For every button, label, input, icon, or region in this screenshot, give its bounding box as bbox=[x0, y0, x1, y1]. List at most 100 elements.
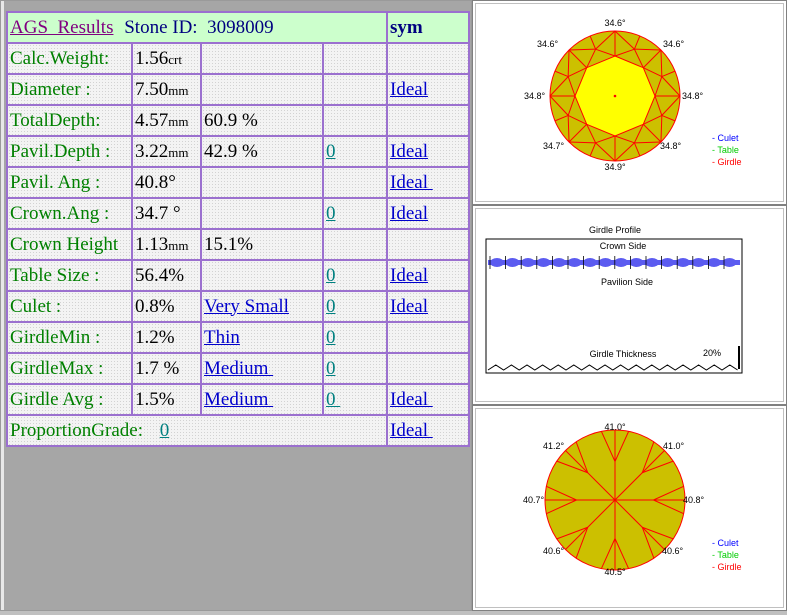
row-grade-link[interactable]: 0 bbox=[326, 326, 336, 348]
row-label-cell: Diameter : bbox=[6, 73, 133, 106]
row-label: Girdle Avg : bbox=[10, 388, 104, 410]
pavilion-lower-girdle-facet-edge bbox=[546, 485, 577, 501]
crown-star-facet-edge bbox=[633, 48, 644, 68]
row-grade-link[interactable]: 0 bbox=[326, 140, 336, 162]
proportion-grade-link[interactable]: 0 bbox=[159, 419, 170, 441]
row-value-cell: 4.57mm bbox=[131, 104, 202, 137]
row-value-cell: 1.5% bbox=[131, 383, 202, 416]
crown-star-facet-edge bbox=[586, 124, 597, 144]
girdle-bulge bbox=[722, 258, 737, 267]
sym-label: sym bbox=[390, 16, 423, 38]
row-rating-link[interactable]: Ideal bbox=[390, 140, 428, 162]
row-value-cell: 0.8% bbox=[131, 290, 202, 323]
pavilion-lower-girdle-facet-edge bbox=[642, 460, 674, 474]
girdle-thickness-label: Girdle Thickness bbox=[590, 349, 657, 359]
crown-main-facet-edge bbox=[642, 49, 662, 69]
row-rating-link[interactable]: Ideal bbox=[390, 295, 428, 317]
row-rating-cell: Ideal bbox=[386, 197, 470, 230]
sym-header-cell: sym bbox=[386, 11, 470, 44]
row-grade-link[interactable]: 0 bbox=[326, 202, 336, 224]
row-rating-link[interactable]: Ideal bbox=[390, 388, 433, 410]
crown-girdle-facet-edge bbox=[614, 142, 635, 162]
header-cell: AGS Results Stone ID: 3098009 bbox=[6, 11, 388, 44]
row-percent: 60.9 % bbox=[204, 109, 258, 131]
row-grade-cell: 0 bbox=[322, 197, 388, 230]
girdle-bulge bbox=[567, 258, 582, 267]
crown-star-facet-edge bbox=[643, 67, 663, 78]
row-class-link[interactable]: Very Small bbox=[204, 295, 289, 317]
pavilion-lower-girdle-facet-edge bbox=[575, 527, 589, 559]
row-value: 3.22 bbox=[135, 140, 169, 162]
crown-star-facet-edge bbox=[643, 114, 663, 125]
row-class-link[interactable]: Medium bbox=[204, 357, 274, 379]
proportion-rating-link[interactable]: Ideal bbox=[390, 419, 433, 441]
row-unit: mm bbox=[168, 82, 189, 98]
row-label: Pavil.Depth : bbox=[10, 140, 111, 162]
proportion-grade-row: ProportionGrade: 0 Ideal bbox=[6, 414, 470, 447]
girdle-bulge bbox=[490, 258, 504, 267]
row-percent: 15.1% bbox=[204, 233, 254, 255]
row-grade-link[interactable]: 0 bbox=[326, 388, 341, 410]
row-extra-cell bbox=[200, 197, 324, 230]
girdle-bulge bbox=[552, 258, 566, 267]
row-extra-cell bbox=[200, 259, 324, 292]
pavilion-lower-girdle-facet-edge bbox=[653, 499, 684, 515]
crown-girdle-facet-edge bbox=[589, 35, 597, 50]
row-label-cell: Girdle Avg : bbox=[6, 383, 133, 416]
pavilion-legend-table: - Table bbox=[712, 550, 739, 560]
crown-star-facet-edge bbox=[654, 95, 663, 116]
crown-main-facet-edge bbox=[568, 123, 588, 143]
row-value-cell: 1.2% bbox=[131, 321, 202, 354]
row-rating-link[interactable]: Ideal bbox=[390, 264, 428, 286]
crown-girdle-facet-edge bbox=[661, 76, 681, 97]
table-row: Pavil.Depth :3.22mm 42.9 % 0 Ideal bbox=[6, 135, 470, 168]
row-rating-link[interactable]: Ideal bbox=[390, 171, 433, 193]
ags-results-table: AGS Results Stone ID: 3098009 sym Calc.W… bbox=[6, 11, 470, 447]
row-rating-cell: Ideal bbox=[386, 259, 470, 292]
pavilion-angle-top-left: 41.2° bbox=[543, 441, 565, 451]
table-row: Pavil. Ang : 40.8° Ideal bbox=[6, 166, 470, 199]
row-label: Calc.Weight: bbox=[10, 47, 110, 69]
table-header-row: AGS Results Stone ID: 3098009 sym bbox=[6, 11, 470, 44]
crown-star-facet-edge bbox=[567, 67, 587, 78]
row-rating-cell bbox=[386, 228, 470, 261]
ags-results-title: AGS Results bbox=[10, 16, 114, 38]
row-rating-cell bbox=[386, 104, 470, 137]
row-class-link[interactable]: Thin bbox=[204, 326, 240, 348]
pavilion-side-label: Pavilion Side bbox=[601, 277, 653, 287]
crown-star-facet-edge bbox=[654, 76, 663, 97]
girdle-bulge bbox=[583, 258, 597, 267]
table-row: Diameter : 7.50mm Ideal bbox=[6, 73, 470, 106]
girdle-bulge bbox=[691, 258, 706, 267]
row-grade-cell bbox=[322, 104, 388, 137]
crown-girdle-facet-edge bbox=[569, 48, 596, 51]
pavilion-angle-bottom: 40.5° bbox=[604, 567, 626, 577]
pavilion-legend-girdle: - Girdle bbox=[712, 562, 742, 572]
row-label: GirdleMax : bbox=[10, 357, 104, 379]
row-grade-link[interactable]: 0 bbox=[326, 357, 336, 379]
pavilion-legend-culet: - Culet bbox=[712, 538, 739, 548]
row-rating-cell bbox=[386, 42, 470, 75]
row-value: 4.57 bbox=[135, 109, 169, 131]
crown-angle-top-left: 34.6° bbox=[537, 39, 559, 49]
girdle-thickness-trace bbox=[487, 364, 738, 371]
row-rating-cell: Ideal bbox=[386, 290, 470, 323]
row-grade-link[interactable]: 0 bbox=[326, 264, 336, 286]
girdle-bulge bbox=[676, 258, 690, 267]
crown-girdle-facet-edge bbox=[634, 48, 661, 51]
pavilion-view-diagram: 41.0° 41.2° 41.0° 40.7° 40.8° 40.6° 40.6… bbox=[523, 422, 742, 577]
row-class-link[interactable]: Medium bbox=[204, 388, 274, 410]
row-grade-link[interactable]: 0 bbox=[326, 295, 336, 317]
proportion-rating-cell: Ideal bbox=[386, 414, 470, 447]
row-label: GirdleMin : bbox=[10, 326, 101, 348]
crown-main-facet-edge bbox=[642, 123, 662, 143]
pavilion-angle-left: 40.7° bbox=[523, 495, 545, 505]
row-rating-cell: Ideal bbox=[386, 135, 470, 168]
row-label-cell: TotalDepth: bbox=[6, 104, 133, 137]
row-value-cell: 7.50mm bbox=[131, 73, 202, 106]
row-value: 1.5% bbox=[135, 388, 175, 410]
row-rating-link[interactable]: Ideal bbox=[390, 202, 428, 224]
crown-angle-top-right: 34.6° bbox=[663, 39, 685, 49]
row-value: 1.56 bbox=[135, 47, 169, 69]
row-rating-link[interactable]: Ideal bbox=[390, 78, 428, 100]
